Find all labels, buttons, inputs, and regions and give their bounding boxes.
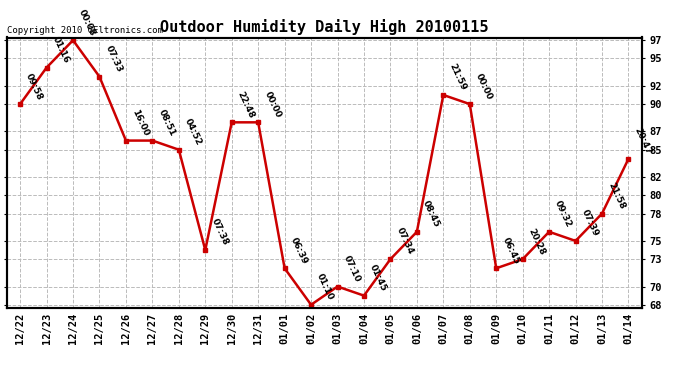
Text: 16:00: 16:00: [130, 108, 150, 138]
Text: 21:58: 21:58: [607, 181, 627, 211]
Text: 07:33: 07:33: [104, 44, 124, 74]
Text: 20:28: 20:28: [527, 227, 547, 256]
Text: 01:45: 01:45: [368, 263, 388, 293]
Text: 07:10: 07:10: [342, 254, 362, 284]
Text: 07:39: 07:39: [580, 208, 600, 238]
Text: 09:58: 09:58: [24, 72, 45, 101]
Text: 00:00: 00:00: [474, 72, 494, 101]
Text: 01:16: 01:16: [51, 35, 71, 65]
Text: 06:45: 06:45: [500, 236, 521, 266]
Text: 22:48: 22:48: [236, 90, 256, 120]
Text: 08:51: 08:51: [157, 108, 177, 138]
Text: 07:34: 07:34: [395, 226, 415, 256]
Text: 00:00: 00:00: [262, 90, 282, 120]
Text: 00:08: 00:08: [77, 8, 97, 38]
Text: 08:45: 08:45: [421, 199, 442, 229]
Text: Copyright 2010 GEltronics.com: Copyright 2010 GEltronics.com: [7, 26, 163, 35]
Text: 06:39: 06:39: [289, 236, 309, 266]
Title: Outdoor Humidity Daily High 20100115: Outdoor Humidity Daily High 20100115: [160, 19, 489, 35]
Text: 09:32: 09:32: [553, 199, 573, 229]
Text: 21:59: 21:59: [448, 62, 468, 92]
Text: 04:52: 04:52: [183, 117, 204, 147]
Text: 07:38: 07:38: [210, 217, 230, 247]
Text: 20:47: 20:47: [633, 126, 653, 156]
Text: 01:10: 01:10: [315, 273, 335, 302]
